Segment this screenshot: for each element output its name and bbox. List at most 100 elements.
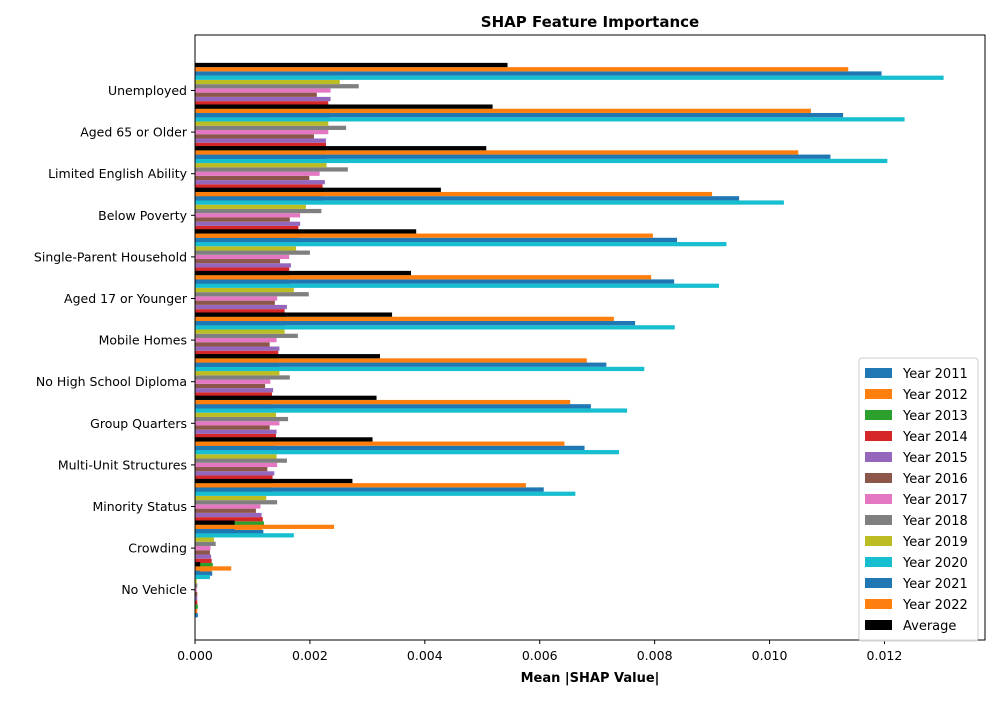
bar-below-poverty-year-2021 — [195, 196, 740, 201]
x-tick-label: 0.002 — [292, 648, 328, 663]
bar-group-quarters-year-2015 — [195, 429, 277, 434]
bar-group-quarters-year-2021 — [195, 404, 591, 409]
legend-label-year-2022: Year 2022 — [902, 598, 968, 613]
x-tick-label: 0.012 — [867, 648, 903, 663]
bar-limited-english-ability-year-2016 — [195, 175, 310, 181]
bar-no-vehicle-year-2014 — [195, 600, 198, 605]
bar-aged-65-or-older-year-2021 — [195, 112, 844, 118]
bar-minority-status-year-2018 — [195, 500, 278, 505]
legend-label-year-2015: Year 2015 — [902, 451, 968, 466]
bar-limited-english-ability-year-2019 — [195, 163, 327, 168]
bar-no-high-school-diploma-year-2018 — [195, 375, 290, 380]
bar-aged-17-or-younger-year-2020 — [195, 283, 719, 288]
legend-swatch-year-2018 — [865, 515, 892, 525]
bar-crowding-year-2016 — [195, 550, 210, 555]
bar-group-quarters-average — [195, 395, 377, 400]
legend-label-year-2019: Year 2019 — [902, 535, 968, 550]
bar-limited-english-ability-year-2018 — [195, 167, 348, 172]
legend-label-year-2017: Year 2017 — [902, 493, 968, 508]
bar-below-poverty-year-2019 — [195, 204, 306, 209]
bar-aged-65-or-older-year-2016 — [195, 134, 314, 139]
bar-unemployed-average — [195, 62, 508, 68]
bar-minority-status-year-2016 — [195, 508, 256, 513]
bar-minority-status-year-2019 — [195, 495, 267, 501]
bar-unemployed-year-2016 — [195, 92, 317, 97]
bar-group-quarters-year-2017 — [195, 421, 280, 426]
y-tick-label: Below Poverty — [98, 208, 187, 223]
bar-below-poverty-year-2015 — [195, 221, 301, 226]
bar-minority-status-year-2014 — [195, 517, 263, 522]
y-tick-label: Aged 65 or Older — [80, 125, 188, 140]
y-tick-label: Crowding — [128, 541, 187, 556]
bar-no-vehicle-year-2012 — [195, 608, 198, 614]
legend-label-year-2011: Year 2011 — [902, 367, 968, 382]
bar-single-parent-household-year-2021 — [195, 237, 678, 243]
legend-label-average: Average — [903, 619, 956, 634]
legend-swatch-year-2011 — [865, 368, 892, 378]
bar-aged-17-or-younger-year-2018 — [195, 292, 309, 297]
bar-aged-17-or-younger-year-2017 — [195, 296, 278, 301]
legend-swatch-year-2014 — [865, 431, 892, 441]
y-tick-label: Single-Parent Household — [34, 249, 187, 264]
bar-no-vehicle-year-2017 — [195, 587, 197, 592]
bar-group-quarters-year-2016 — [195, 425, 270, 430]
y-tick-label: Limited English Ability — [48, 166, 188, 181]
x-axis-label: Mean |SHAP Value| — [521, 671, 660, 686]
bar-limited-english-ability-year-2014 — [195, 184, 323, 189]
bar-aged-65-or-older-average — [195, 104, 493, 109]
bar-aged-17-or-younger-year-2021 — [195, 279, 675, 284]
bar-mobile-homes-average — [195, 312, 393, 317]
bar-mobile-homes-year-2020 — [195, 325, 675, 330]
legend-label-year-2016: Year 2016 — [902, 472, 968, 487]
bar-single-parent-household-year-2014 — [195, 267, 290, 272]
bar-aged-17-or-younger-average — [195, 270, 412, 276]
bar-group-quarters-year-2014 — [195, 433, 277, 439]
bar-group-quarters-year-2018 — [195, 416, 289, 422]
bar-no-high-school-diploma-year-2020 — [195, 366, 645, 372]
bar-multi-unit-structures-year-2018 — [195, 458, 287, 463]
legend-label-year-2021: Year 2021 — [902, 577, 968, 592]
bar-no-high-school-diploma-year-2016 — [195, 383, 266, 389]
legend-swatch-year-2021 — [865, 578, 892, 588]
bar-multi-unit-structures-year-2017 — [195, 462, 278, 468]
bar-no-vehicle-year-2019 — [195, 579, 197, 584]
bar-limited-english-ability-year-2015 — [195, 180, 325, 185]
bar-unemployed-year-2018 — [195, 84, 359, 89]
legend-label-year-2014: Year 2014 — [902, 430, 968, 445]
bar-mobile-homes-year-2018 — [195, 333, 298, 338]
legend-label-year-2020: Year 2020 — [902, 556, 968, 571]
y-tick-label: Aged 17 or Younger — [64, 291, 188, 306]
bar-multi-unit-structures-year-2019 — [195, 454, 277, 459]
bar-below-poverty-year-2014 — [195, 225, 299, 231]
bar-mobile-homes-year-2022 — [195, 316, 614, 321]
legend: Year 2011 Year 2012 Year 2013 Year 2014 Year… — [858, 357, 979, 642]
bar-crowding-year-2021 — [195, 528, 235, 534]
bar-crowding-year-2011 — [195, 571, 213, 576]
bar-single-parent-household-year-2022 — [195, 233, 653, 238]
bar-below-poverty-year-2018 — [195, 208, 322, 214]
bar-no-vehicle-year-2018 — [195, 583, 198, 588]
bar-crowding-year-2022 — [195, 524, 335, 529]
bar-no-high-school-diploma-year-2019 — [195, 371, 280, 376]
bar-limited-english-ability-year-2021 — [195, 154, 831, 159]
bar-minority-status-year-2015 — [195, 512, 262, 518]
bar-limited-english-ability-year-2017 — [195, 171, 320, 176]
bar-below-poverty-year-2020 — [195, 200, 784, 205]
bar-mobile-homes-year-2014 — [195, 350, 279, 355]
bar-mobile-homes-year-2021 — [195, 320, 636, 326]
bar-crowding-year-2017 — [195, 545, 211, 551]
bar-limited-english-ability-average — [195, 146, 487, 151]
bar-unemployed-year-2020 — [195, 75, 944, 80]
x-tick-label: 0.008 — [637, 648, 673, 663]
bar-no-high-school-diploma-year-2014 — [195, 392, 272, 397]
bar-crowding-year-2019 — [195, 537, 214, 542]
y-tick-label: Group Quarters — [90, 416, 187, 431]
x-axis-ticks: 0.000 0.002 0.004 0.006 0.008 0.010 0.012 — [177, 640, 902, 663]
bar-limited-english-ability-year-2020 — [195, 158, 888, 164]
bar-no-high-school-diploma-year-2015 — [195, 388, 274, 393]
bar-multi-unit-structures-year-2022 — [195, 441, 565, 446]
legend-swatch-year-2017 — [865, 494, 892, 504]
bar-aged-65-or-older-year-2018 — [195, 125, 347, 130]
bar-no-vehicle-year-2016 — [195, 591, 198, 597]
bar-crowding-average — [195, 520, 235, 525]
